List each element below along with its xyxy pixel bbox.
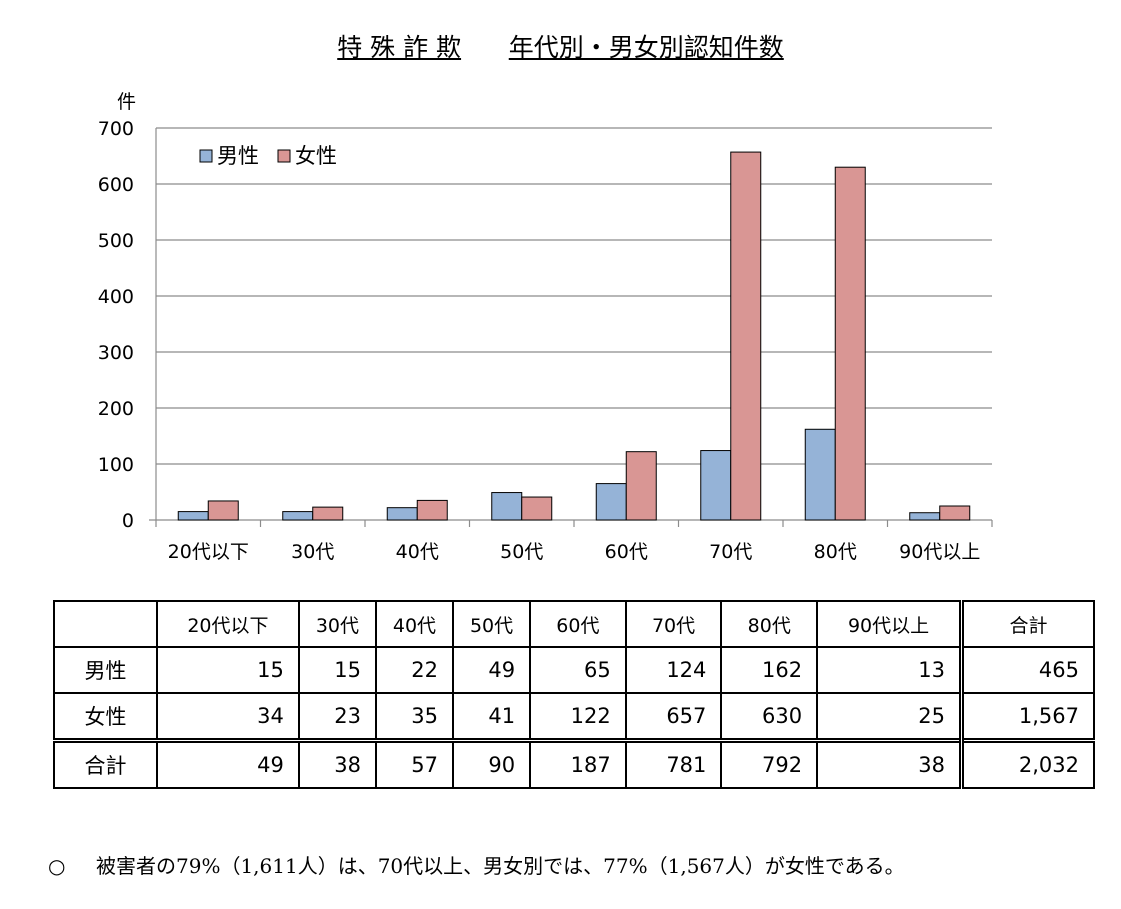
- table-cell: 792: [720, 738, 819, 789]
- bar-female: [730, 151, 762, 521]
- y-tick-label: 0: [122, 510, 134, 532]
- table-corner-cell: [53, 600, 158, 648]
- table-row-female: 女性 34 23 35 41 122 657 630 25 1,567: [53, 692, 1096, 742]
- bar-female: [625, 451, 657, 521]
- x-tick-label: 20代以下: [168, 541, 249, 563]
- chart-title: 特 殊 詐 欺 年代別・男女別認知件数: [0, 28, 1121, 64]
- bar-female: [834, 166, 866, 521]
- table-row-total: 合計 49 38 57 90 187 781 792 38 2,032: [53, 738, 1096, 789]
- table-cell: 25: [816, 692, 963, 742]
- table-header-row: 20代以下 30代 40代 50代 60代 70代 80代 90代以上 合計: [53, 600, 1096, 648]
- x-tick-label: 60代: [605, 541, 648, 563]
- data-table: 20代以下 30代 40代 50代 60代 70代 80代 90代以上 合計 男…: [53, 600, 1096, 789]
- bar-female: [939, 505, 971, 521]
- table-cell: 122: [529, 692, 627, 742]
- table-cell: 22: [374, 646, 455, 694]
- table-cell: 49: [156, 738, 300, 789]
- table-cell: 630: [720, 692, 819, 742]
- bar-female: [521, 496, 553, 521]
- table-cell: 34: [156, 692, 300, 742]
- footnote-text: 被害者の79%（1,611人）は、70代以上、男女別では、77%（1,567人）…: [96, 854, 905, 878]
- y-tick-label: 500: [98, 230, 134, 252]
- table-cell: 35: [374, 692, 455, 742]
- bar-male: [909, 512, 941, 521]
- table-header-cell: 90代以上: [816, 600, 963, 648]
- x-tick-label: 30代: [291, 541, 334, 563]
- bar-female: [207, 500, 239, 521]
- table-header-cell: 80代: [720, 600, 819, 648]
- table-header-cell: 30代: [297, 600, 377, 648]
- bar-male: [700, 450, 732, 521]
- footnote: ○ 被害者の79%（1,611人）は、70代以上、男女別では、77%（1,567人…: [48, 850, 905, 879]
- y-tick-label: 700: [98, 118, 134, 140]
- title-main: 特 殊 詐 欺: [337, 33, 462, 62]
- legend-label: 男性: [217, 144, 259, 168]
- bar-male: [804, 428, 836, 521]
- table-header-cell: 60代: [529, 600, 627, 648]
- table-cell: 90: [451, 738, 532, 789]
- table-cell: 38: [297, 738, 377, 789]
- y-axis-unit-label: 件: [117, 91, 136, 113]
- table-cell: 65: [529, 646, 627, 694]
- table-cell: 41: [451, 692, 532, 742]
- x-tick-label: 50代: [500, 541, 543, 563]
- bar-male: [491, 492, 523, 521]
- footnote-marker: ○: [48, 854, 66, 878]
- table-cell: 49: [451, 646, 532, 694]
- table-header-cell: 20代以下: [156, 600, 300, 648]
- table-cell: 38: [816, 738, 963, 789]
- x-tick-label: 80代: [814, 541, 857, 563]
- table-row-label: 合計: [53, 738, 158, 789]
- table-cell: 15: [297, 646, 377, 694]
- legend-label: 女性: [295, 144, 337, 168]
- y-tick-label: 600: [98, 174, 134, 196]
- y-tick-label: 200: [98, 398, 134, 420]
- table-header-cell: 50代: [451, 600, 532, 648]
- bar-chart: 0 100 200 300 400 500 600 700 件 20代以下 30代 40代 50代 60代…: [98, 91, 993, 563]
- legend-swatch: [277, 149, 291, 163]
- table-row-label: 女性: [53, 692, 158, 742]
- table-cell: 13: [816, 646, 963, 694]
- title-sub: 年代別・男女別認知件数: [508, 33, 784, 62]
- table-header-cell: 70代: [624, 600, 723, 648]
- table-header-total: 合計: [959, 600, 1096, 648]
- table-cell: 657: [624, 692, 723, 742]
- bar-male: [282, 511, 314, 521]
- bar-female: [416, 499, 448, 521]
- bar-female: [312, 506, 344, 521]
- bar-male: [386, 507, 418, 521]
- table-cell: 124: [624, 646, 723, 694]
- y-tick-label: 100: [98, 454, 134, 476]
- table-cell: 187: [529, 738, 627, 789]
- x-tick-label: 70代: [709, 541, 752, 563]
- table-cell: 15: [156, 646, 300, 694]
- table-total-cell: 1,567: [959, 692, 1096, 742]
- x-tick-label: 40代: [396, 541, 439, 563]
- table-cell: 57: [374, 738, 455, 789]
- bar-male: [595, 483, 627, 521]
- table-total-cell: 465: [959, 646, 1096, 694]
- bar-male: [177, 511, 209, 521]
- y-tick-label: 300: [98, 342, 134, 364]
- y-tick-label: 400: [98, 286, 134, 308]
- table-cell: 162: [720, 646, 819, 694]
- table-header-cell: 40代: [374, 600, 455, 648]
- table-row-label: 男性: [53, 646, 158, 694]
- table-row-male: 男性 15 15 22 49 65 124 162 13 465: [53, 646, 1096, 694]
- x-tick-label: 90代以上: [899, 541, 980, 563]
- table-cell: 23: [297, 692, 377, 742]
- legend-swatch: [199, 149, 213, 163]
- table-total-cell: 2,032: [959, 738, 1096, 789]
- table-cell: 781: [624, 738, 723, 789]
